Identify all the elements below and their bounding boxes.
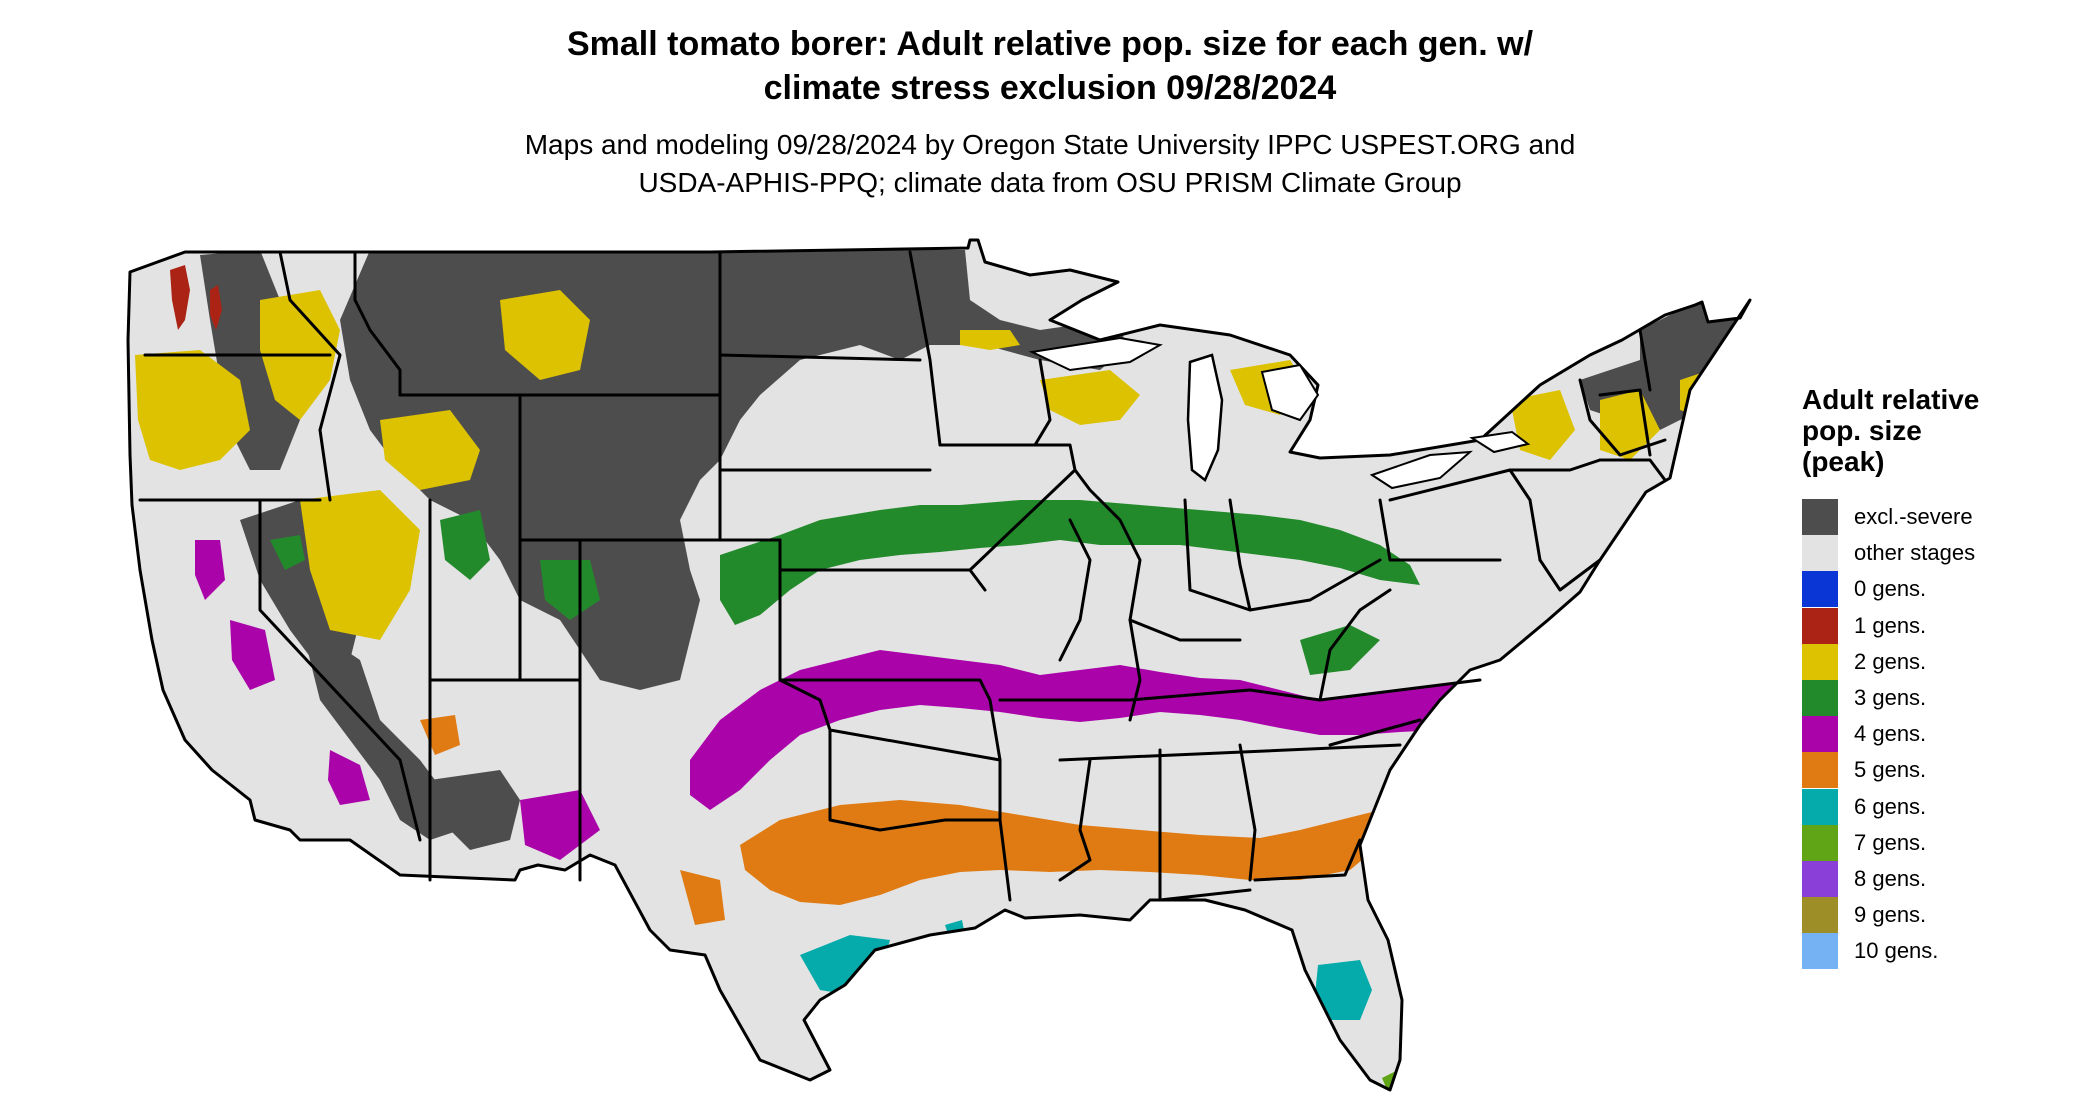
map-subtitle-line-1: Maps and modeling 09/28/2024 by Oregon S…: [524, 129, 1576, 160]
map-title: Small tomato borer: Adult relative pop. …: [0, 22, 2100, 110]
legend-label: 0 gens.: [1854, 576, 1927, 602]
legend-label: 10 gens.: [1854, 938, 1939, 964]
us-outline: [126, 238, 1752, 1092]
legend-label: 2 gens.: [1854, 648, 1927, 674]
state-borders: [138, 250, 1667, 902]
legend-item: 6 gens.: [1802, 788, 2082, 825]
us-generations-map: [126, 238, 1752, 1092]
legend-label: excl.-severe: [1854, 504, 1973, 530]
legend-label: 5 gens.: [1854, 757, 1927, 783]
legend-label: 4 gens.: [1854, 721, 1927, 747]
legend-title: Adult relative pop. size (peak): [1802, 384, 2082, 477]
legend-swatch: [1802, 716, 1838, 753]
legend-item: 7 gens.: [1802, 824, 2082, 861]
legend-item: 3 gens.: [1802, 680, 2082, 717]
legend-label: 3 gens.: [1854, 685, 1927, 711]
legend-label: other stages: [1854, 540, 1976, 566]
legend-item: excl.-severe: [1802, 499, 2082, 536]
legend-item: 0 gens.: [1802, 571, 2082, 608]
legend-swatch: [1802, 824, 1838, 861]
legend-swatch: [1802, 643, 1838, 680]
legend-label: 6 gens.: [1854, 793, 1927, 819]
legend-swatch: [1802, 788, 1838, 825]
legend-swatch: [1802, 933, 1838, 970]
legend-item: other stages: [1802, 535, 2082, 572]
legend-item: 10 gens.: [1802, 933, 2082, 970]
legend-item: 1 gens.: [1802, 607, 2082, 644]
zone-3-gen: [270, 500, 1420, 675]
legend-swatch: [1802, 571, 1838, 608]
legend-swatch: [1802, 897, 1838, 934]
map-subtitle: Maps and modeling 09/28/2024 by Oregon S…: [0, 126, 2100, 202]
legend-swatch: [1802, 607, 1838, 644]
legend-item: 9 gens.: [1802, 897, 2082, 934]
map-title-line-1: Small tomato borer: Adult relative pop. …: [566, 25, 1534, 63]
legend-swatch: [1802, 752, 1838, 789]
map-title-line-2: climate stress exclusion 09/28/2024: [763, 69, 1337, 107]
legend-title-line-1: Adult relative: [1802, 384, 1980, 415]
map-subtitle-line-2: USDA-APHIS-PPQ; climate data from OSU PR…: [638, 167, 1462, 198]
zone-2-gen: [135, 290, 1750, 640]
zone-1-gen: [170, 265, 222, 330]
legend-label: 1 gens.: [1854, 612, 1927, 638]
legend-item: 2 gens.: [1802, 643, 2082, 680]
legend-label: 8 gens.: [1854, 865, 1927, 891]
legend-swatch: [1802, 535, 1838, 572]
legend-swatch: [1802, 499, 1838, 536]
legend-swatch: [1802, 680, 1838, 717]
legend-label: 9 gens.: [1854, 902, 1927, 928]
legend-items: excl.-severe other stages 0 gens. 1 gens. 2 …: [1802, 499, 2082, 970]
legend-swatch: [1802, 860, 1838, 897]
legend-item: 8 gens.: [1802, 860, 2082, 897]
legend-item: 4 gens.: [1802, 716, 2082, 753]
legend-title-line-3: (peak): [1802, 446, 1885, 477]
legend: Adult relative pop. size (peak) excl.-se…: [1802, 384, 2082, 970]
legend-item: 5 gens.: [1802, 752, 2082, 789]
legend-title-line-2: pop. size: [1802, 415, 1922, 446]
legend-label: 7 gens.: [1854, 829, 1927, 855]
lake-michigan: [1186, 353, 1224, 482]
